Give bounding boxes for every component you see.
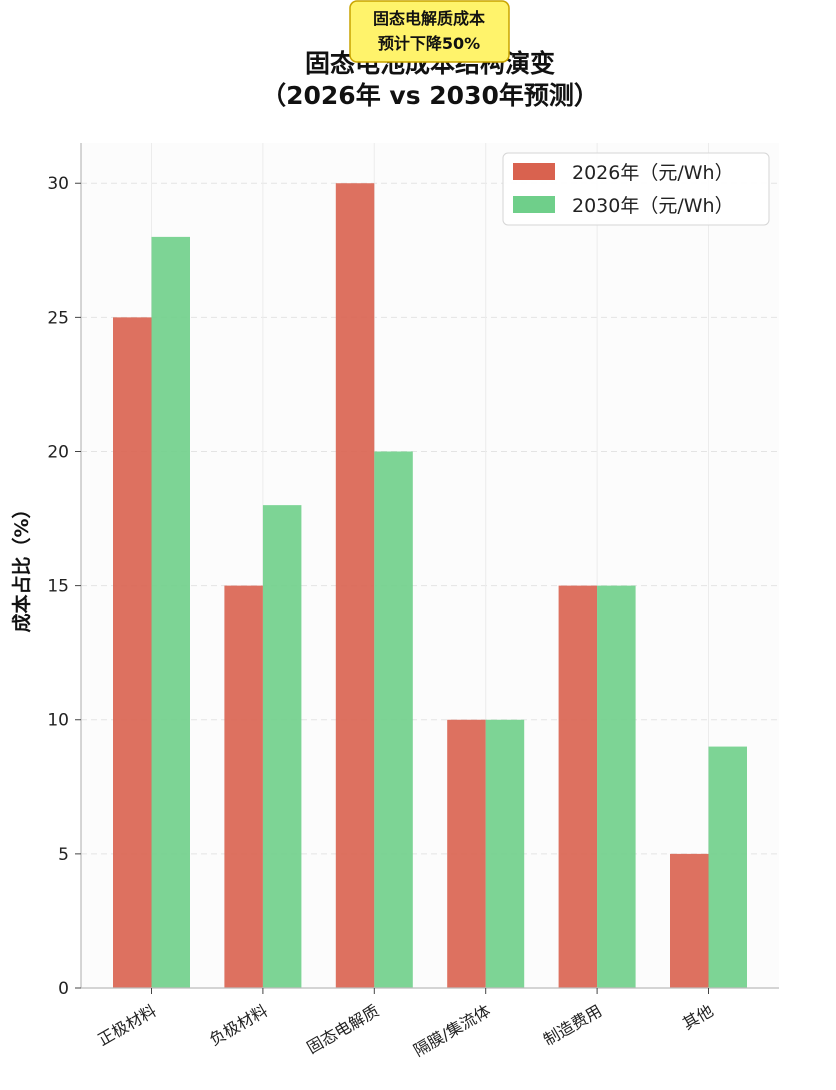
bar-2030-1 — [262, 505, 302, 988]
x-ticks: 正极材料 负极材料 固态电解质 隔膜/集流体 制造费用 其他 — [95, 988, 717, 1060]
legend-label-2026: 2026年（元/Wh） — [572, 162, 734, 184]
x-tick-label: 固态电解质 — [304, 1001, 383, 1057]
y-tick-label: 10 — [47, 711, 69, 731]
legend-swatch-2026 — [513, 163, 555, 180]
bar-2026-2 — [335, 183, 375, 988]
x-tick-label: 正极材料 — [95, 1001, 160, 1049]
annotation-callout: 固态电解质成本 预计下降50% — [349, 0, 510, 63]
chart-subtitle: （2026年 vs 2030年预测） — [261, 81, 599, 110]
annotation-line-1: 固态电解质成本 — [373, 9, 485, 28]
legend-box — [502, 152, 770, 226]
annotation-line-2: 预计下降50% — [378, 34, 480, 53]
bars — [113, 183, 747, 988]
y-tick-label: 30 — [47, 174, 69, 194]
legend-label-2030: 2030年（元/Wh） — [572, 195, 734, 217]
bar-2030-0 — [151, 236, 190, 988]
y-ticks: 0 5 10 15 20 25 30 — [47, 174, 81, 999]
x-tick-label: 制造费用 — [540, 1001, 605, 1049]
x-tick-label: 负极材料 — [206, 1001, 271, 1049]
bar-2026-5 — [670, 853, 709, 988]
bar-2026-3 — [447, 719, 486, 988]
y-tick-label: 20 — [47, 442, 69, 462]
bar-2026-0 — [113, 317, 152, 988]
y-tick-label: 25 — [47, 308, 69, 328]
y-tick-label: 15 — [47, 577, 69, 597]
x-tick-label: 其他 — [679, 1001, 716, 1033]
plot-background — [81, 143, 779, 988]
bar-2026-4 — [558, 585, 598, 988]
legend: 2026年（元/Wh） 2030年（元/Wh） — [502, 152, 770, 226]
legend-swatch-2030 — [513, 196, 555, 213]
bar-2030-5 — [708, 746, 747, 988]
x-tick-label: 隔膜/集流体 — [410, 1001, 493, 1060]
bar-2026-1 — [224, 585, 263, 988]
y-tick-label: 0 — [58, 979, 69, 999]
y-axis-label: 成本占比（%） — [10, 499, 33, 632]
annotation-box — [349, 0, 510, 63]
bar-2030-4 — [597, 585, 636, 988]
bar-2030-3 — [485, 719, 525, 988]
bar-2030-2 — [374, 451, 413, 988]
y-tick-label: 5 — [58, 845, 69, 865]
